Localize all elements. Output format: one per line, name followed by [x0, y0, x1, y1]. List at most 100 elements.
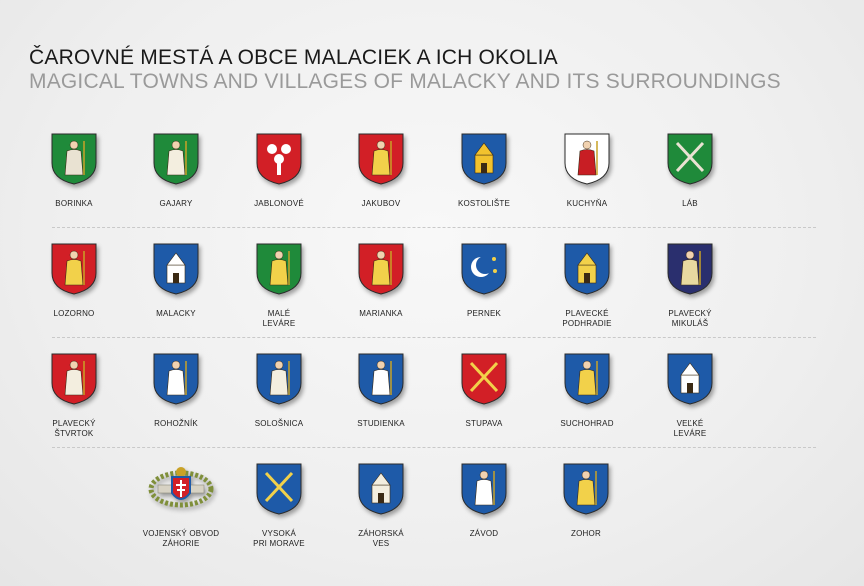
- crest-label: PLAVECKÉ PODHRADIE: [536, 309, 638, 329]
- crest-item: MARIANKA: [330, 243, 432, 319]
- bishop-with-staff-icon: [51, 133, 97, 185]
- saint-yellow-icon: [256, 243, 302, 295]
- crest-label: PLAVECKÝ ŠTVRTOK: [23, 419, 125, 439]
- bishop-icon: [153, 133, 199, 185]
- crest-label: ZÁHORSKÁ VES: [330, 529, 432, 549]
- crest-label-line: LEVÁRE: [673, 429, 707, 438]
- crest-item: ZOHOR: [535, 463, 637, 539]
- castle-with-boar-icon: [153, 243, 199, 295]
- ornate-shield-icon: [667, 243, 713, 295]
- crest-label-line: PERNEK: [466, 309, 502, 318]
- crest-label: ZOHOR: [535, 529, 637, 539]
- crest-label-line: PLAVECKÝ: [52, 419, 96, 428]
- crest-item: ZÁVOD: [433, 463, 535, 539]
- knight-icon: [153, 353, 199, 405]
- crest-label-line: KOSTOLIŠTE: [457, 199, 511, 208]
- tower-icon: [564, 243, 610, 295]
- crossed-tools-icon: [667, 133, 713, 185]
- military-emblem-icon: [148, 467, 214, 508]
- crest-label: LÁB: [639, 199, 741, 209]
- church-landscape-icon: [358, 463, 404, 515]
- crest-item: KOSTOLIŠTE: [433, 133, 535, 209]
- crest-item: PLAVECKÝ ŠTVRTOK: [23, 353, 125, 439]
- crest-label-line: VEĽKÉ: [676, 419, 704, 428]
- crest-label: JABLONOVÉ: [228, 199, 330, 209]
- crest-item: PLAVECKÉ PODHRADIE: [536, 243, 638, 329]
- row-divider: [52, 227, 816, 228]
- crest-label: STUDIENKA: [330, 419, 432, 429]
- page-subtitle: MAGICAL TOWNS AND VILLAGES OF MALACKY AN…: [29, 70, 781, 93]
- row-divider: [52, 447, 816, 448]
- crest-label: VYSOKÁ PRI MORAVE: [228, 529, 330, 549]
- crest-item: LOZORNO: [23, 243, 125, 319]
- crest-label-line: ZÁHORIE: [162, 539, 200, 548]
- crest-item: GAJARY: [125, 133, 227, 209]
- fisherman-icon: [564, 353, 610, 405]
- crest-label-line: LÁB: [682, 199, 698, 208]
- crest-label-line: PRI MORAVE: [253, 539, 305, 548]
- madonna-lilies-icon: [51, 353, 97, 405]
- crescent-stars-icon: [461, 243, 507, 295]
- crest-label-line: VES: [372, 539, 390, 548]
- crest-label-line: LOZORNO: [53, 309, 95, 318]
- saint-on-ground-icon: [256, 353, 302, 405]
- page-title: ČAROVNÉ MESTÁ A OBCE MALACIEK A ICH OKOL…: [29, 46, 558, 69]
- archangel-icon: [461, 463, 507, 515]
- crest-label-line: PLAVECKÝ: [668, 309, 712, 318]
- crest-item: JABLONOVÉ: [228, 133, 330, 209]
- crest-item: PERNEK: [433, 243, 535, 319]
- crest-label-line: STUDIENKA: [357, 419, 405, 428]
- crest-label-line: GAJARY: [159, 199, 193, 208]
- crest-label: STUPAVA: [433, 419, 535, 429]
- crest-item: VYSOKÁ PRI MORAVE: [228, 463, 330, 549]
- crest-label: BORINKA: [23, 199, 125, 209]
- crest-label-line: VOJENSKÝ OBVOD: [142, 529, 220, 538]
- crest-item: MALÉ LEVÁRE: [228, 243, 330, 329]
- crest-item: KUCHYŇA: [536, 133, 638, 209]
- row-divider: [52, 337, 816, 338]
- crest-item: STUPAVA: [433, 353, 535, 429]
- crest-item: SOLOŠNICA: [228, 353, 330, 429]
- crest-label-line: ŠTVRTOK: [54, 429, 94, 438]
- crest-label: JAKUBOV: [330, 199, 432, 209]
- bear-with-banner-icon: [358, 353, 404, 405]
- crest-label: ZÁVOD: [433, 529, 535, 539]
- sword-diagonal-icon: [461, 353, 507, 405]
- crossed-swords-figure-icon: [256, 463, 302, 515]
- crest-item: JAKUBOV: [330, 133, 432, 209]
- crest-label-line: KUCHYŇA: [566, 199, 608, 208]
- crest-item: VOJENSKÝ OBVOD ZÁHORIE: [130, 463, 232, 549]
- crest-item: LÁB: [639, 133, 741, 209]
- bishop-red-robe-icon: [564, 133, 610, 185]
- crest-label-line: VYSOKÁ: [261, 529, 297, 538]
- church-icon: [461, 133, 507, 185]
- crest-item: SUCHOHRAD: [536, 353, 638, 429]
- apple-tree-icon: [256, 133, 302, 185]
- crest-label-line: STUPAVA: [465, 419, 503, 428]
- crest-label: SOLOŠNICA: [228, 419, 330, 429]
- crest-label: PLAVECKÝ MIKULÁŠ: [639, 309, 741, 329]
- crest-label: LOZORNO: [23, 309, 125, 319]
- crest-label: MARIANKA: [330, 309, 432, 319]
- crest-label: MALACKY: [125, 309, 227, 319]
- crest-label-line: ZOHOR: [571, 529, 601, 538]
- crest-label-line: BORINKA: [55, 199, 93, 208]
- crest-label: KUCHYŇA: [536, 199, 638, 209]
- crest-label-line: JAKUBOV: [361, 199, 401, 208]
- crest-label: KOSTOLIŠTE: [433, 199, 535, 209]
- madonna-child-icon: [358, 243, 404, 295]
- crest-label-line: PLAVECKÉ: [565, 309, 609, 318]
- crest-label-line: ZÁVOD: [469, 529, 499, 538]
- crest-item: STUDIENKA: [330, 353, 432, 429]
- crest-label-line: ZÁHORSKÁ: [358, 529, 404, 538]
- saint-figure-icon: [358, 133, 404, 185]
- crest-item: MALACKY: [125, 243, 227, 319]
- crest-label-line: MALACKY: [156, 309, 196, 318]
- crest-item: BORINKA: [23, 133, 125, 209]
- crest-label-line: ROHOŽNÍK: [154, 419, 198, 428]
- crest-label-line: MALÉ: [267, 309, 291, 318]
- crest-label-line: SOLOŠNICA: [254, 419, 304, 428]
- crest-item: ZÁHORSKÁ VES: [330, 463, 432, 549]
- crest-label-line: PODHRADIE: [562, 319, 612, 328]
- crest-label-line: LEVÁRE: [262, 319, 296, 328]
